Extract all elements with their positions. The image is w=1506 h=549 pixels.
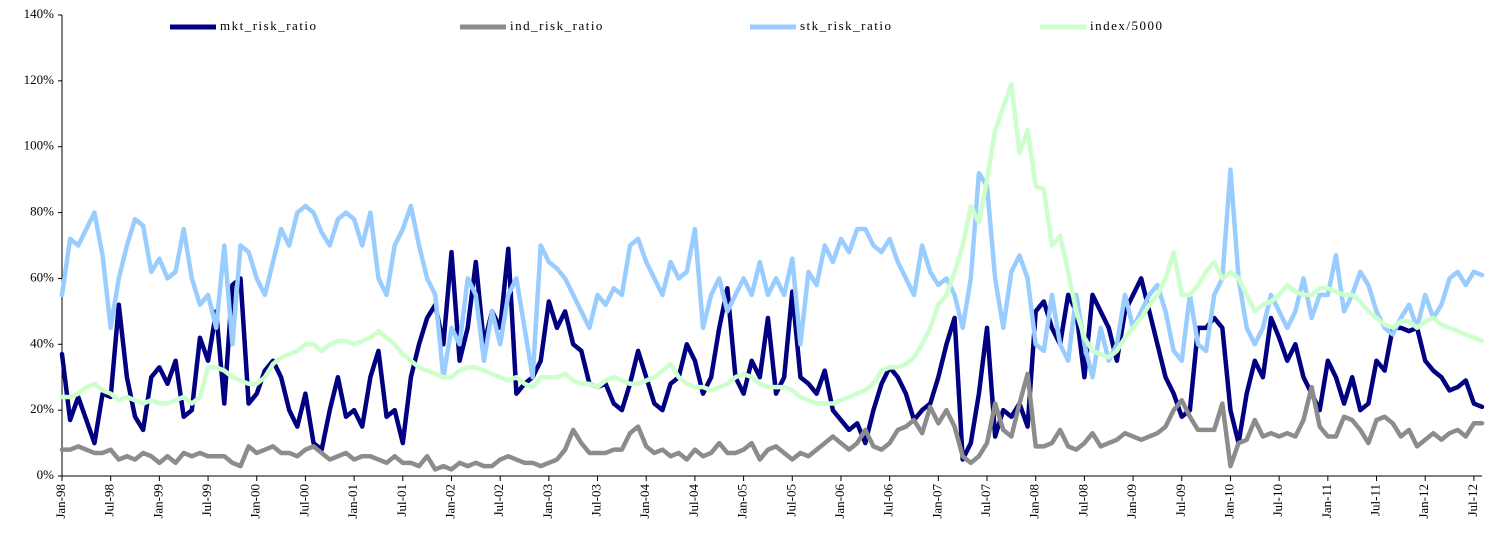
x-tick-label: Jan-04 [637, 484, 652, 519]
x-tick-label: Jul-06 [881, 484, 896, 517]
x-tick-label: Jul-02 [491, 484, 506, 517]
x-tick-label: Jan-10 [1221, 484, 1236, 519]
x-tick-label: Jan-11 [1319, 484, 1334, 518]
x-tick-label: Jul-04 [686, 484, 701, 517]
series-line [59, 81, 1485, 406]
series-line [59, 167, 1485, 380]
y-tick-label: 0% [37, 467, 55, 482]
x-tick-label: Jan-06 [832, 484, 847, 519]
x-tick-label: Jan-00 [248, 484, 263, 519]
x-tick-label: Jul-10 [1270, 484, 1285, 517]
series-line [59, 371, 1485, 472]
x-tick-label: Jul-08 [1075, 484, 1090, 517]
x-tick-label: Jul-11 [1367, 484, 1382, 516]
x-tick-label: Jul-07 [978, 484, 993, 517]
series-line [59, 246, 1485, 462]
x-tick-label: Jul-03 [589, 484, 604, 517]
x-tick-label: Jan-03 [540, 484, 555, 519]
legend-label: ind_risk_ratio [510, 18, 604, 33]
x-tick-label: Jan-98 [53, 484, 68, 519]
x-tick-label: Jul-00 [296, 484, 311, 517]
x-tick-label: Jan-02 [442, 484, 457, 519]
x-tick-label: Jul-12 [1465, 484, 1480, 517]
x-tick-label: Jan-05 [735, 484, 750, 519]
y-tick-label: 140% [24, 6, 55, 21]
x-tick-label: Jul-98 [102, 484, 117, 517]
x-tick-label: Jul-09 [1173, 484, 1188, 517]
x-tick-label: Jan-09 [1124, 484, 1139, 519]
x-tick-label: Jul-01 [394, 484, 409, 517]
x-tick-label: Jul-99 [199, 484, 214, 517]
x-tick-label: Jan-01 [345, 484, 360, 519]
x-tick-label: Jul-05 [783, 484, 798, 517]
legend-label: stk_risk_ratio [800, 18, 893, 33]
legend-label: index/5000 [1090, 18, 1164, 33]
x-tick-label: Jan-99 [150, 484, 165, 519]
y-tick-label: 60% [30, 269, 54, 284]
y-tick-label: 120% [24, 72, 55, 87]
y-tick-label: 100% [24, 138, 55, 153]
y-tick-label: 20% [30, 401, 54, 416]
y-tick-label: 40% [30, 335, 54, 350]
x-tick-label: Jan-07 [929, 484, 944, 519]
legend-label: mkt_risk_ratio [220, 18, 318, 33]
y-tick-label: 80% [30, 204, 54, 219]
x-tick-label: Jan-08 [1027, 484, 1042, 519]
x-tick-label: Jan-12 [1416, 484, 1431, 519]
